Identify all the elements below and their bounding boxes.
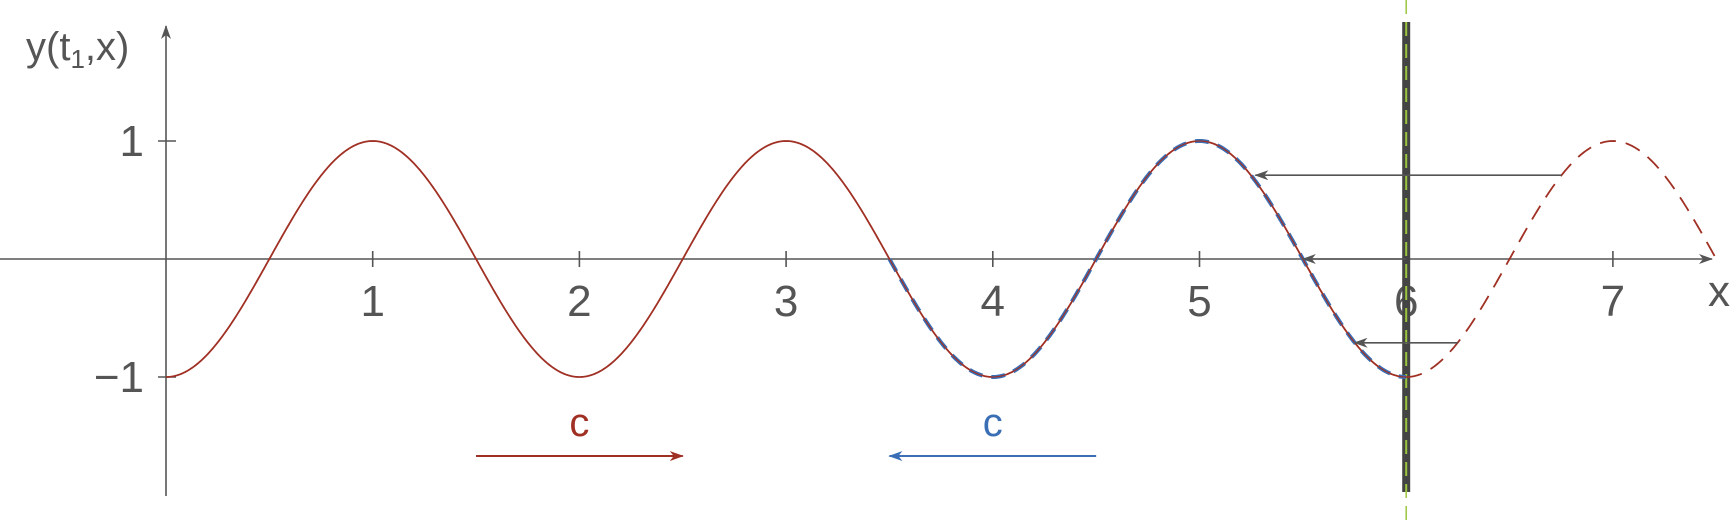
y-tick-label: −1 bbox=[94, 353, 144, 402]
x-tick-label: 7 bbox=[1601, 277, 1625, 326]
x-axis-title: x bbox=[1708, 267, 1730, 316]
incident-wave-overlay bbox=[888, 140, 1407, 378]
y-axis-title: y(t1,x) bbox=[26, 25, 129, 74]
y-axis-title-tail: ,x) bbox=[85, 25, 129, 69]
y-tick-label: 1 bbox=[120, 117, 144, 166]
x-tick-label: 1 bbox=[360, 277, 384, 326]
boundary-wall bbox=[1402, 22, 1411, 492]
x-tick-label: 3 bbox=[774, 277, 798, 326]
x-tick-label: 4 bbox=[981, 277, 1005, 326]
boundary bbox=[1402, 0, 1411, 524]
reflection-arrows bbox=[1254, 170, 1562, 348]
y-axis-title-main: y(t bbox=[26, 25, 70, 69]
x-tick-label: 5 bbox=[1187, 277, 1211, 326]
x-tick-label: 2 bbox=[567, 277, 591, 326]
velocity-label: c bbox=[569, 401, 589, 445]
axes bbox=[0, 25, 1713, 496]
velocity-label: c bbox=[983, 401, 1003, 445]
y-axis-title-subscript: 1 bbox=[70, 44, 84, 74]
